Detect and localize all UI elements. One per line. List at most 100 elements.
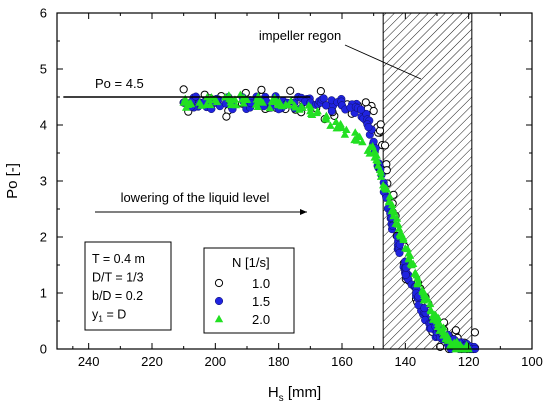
x-axis-label-subscript: s: [279, 393, 284, 404]
y-tick-label-4: 4: [40, 118, 47, 133]
point-1.5: [420, 304, 429, 313]
point-2.0: [181, 94, 190, 102]
point-2.0: [307, 110, 317, 119]
legend-marker-2.0: [214, 314, 224, 323]
parameters-box: T = 0.4 m D/T = 1/3 b/D = 0.2 y1 = D: [84, 241, 172, 331]
param-diameter-ratio: D/T = 1/3: [92, 271, 144, 285]
point-2.0: [433, 319, 443, 327]
point-1.5: [401, 270, 410, 279]
point-1.0: [257, 85, 266, 94]
point-2.0: [297, 102, 306, 110]
point-2.0: [363, 146, 373, 154]
point-2.0: [388, 205, 398, 214]
point-1.0: [179, 85, 188, 94]
point-2.0: [358, 137, 367, 146]
point-2.0: [385, 192, 394, 200]
point-2.0: [306, 103, 315, 111]
point-1.0: [380, 141, 390, 150]
point-2.0: [372, 151, 381, 159]
legend-title: N [1/s]: [232, 255, 270, 270]
point-2.0: [230, 95, 240, 103]
point-2.0: [387, 200, 397, 209]
x-axis-label-main: H: [268, 384, 279, 401]
x-axis-label-unit: [mm]: [284, 384, 322, 401]
point-2.0: [267, 97, 277, 105]
point-2.0: [322, 111, 331, 120]
point-2.0: [206, 100, 215, 109]
point-2.0: [231, 100, 241, 109]
param-tank-diameter: T = 0.4 m: [92, 252, 145, 266]
impeller-region-pointer: [344, 44, 422, 80]
point-2.0: [408, 259, 418, 268]
x-axis-label: Hs [mm]: [268, 384, 321, 404]
point-2.0: [275, 97, 284, 106]
y-tick-label-1: 1: [40, 286, 47, 301]
point-1.0: [222, 112, 231, 121]
point-1.5: [319, 94, 328, 103]
legend-label-2.0: 2.0: [252, 312, 270, 327]
param-blade-ratio: b/D = 0.2: [92, 289, 143, 303]
x-tick-label-240: 240: [78, 354, 100, 369]
legend-marker-1.0: [214, 278, 224, 288]
param-clearance-subscript: 1: [98, 314, 103, 324]
y-tick-label-2: 2: [40, 230, 47, 245]
point-2.0: [389, 211, 398, 220]
x-tick-label-100: 100: [521, 354, 543, 369]
y-tick-label-5: 5: [40, 62, 47, 77]
series-layer: [179, 85, 480, 354]
y-axis-label: Po [-]: [4, 163, 21, 199]
point-2.0: [284, 100, 293, 109]
point-1.0: [316, 87, 325, 96]
point-1.5: [356, 105, 366, 114]
legend-marker-1.5: [214, 296, 224, 306]
point-2.0-190: [242, 95, 252, 103]
point-2.0: [412, 270, 421, 279]
point-2.0: [312, 108, 321, 117]
y-tick-label-3: 3: [40, 174, 47, 189]
x-tick-label-120: 120: [458, 354, 480, 369]
point-2.0-142: [394, 224, 404, 232]
axis-layer: 240 220 200 180 160 140 120 100 0 1 2 3 4 5 6: [40, 6, 543, 370]
point-2.0: [331, 117, 341, 125]
y-tick-label-6: 6: [40, 6, 47, 21]
point-1.0: [470, 328, 480, 337]
point-2.0: [251, 100, 261, 108]
parameters-frame: [84, 241, 172, 331]
point-2.0: [265, 103, 274, 112]
point-2.0: [382, 184, 391, 193]
point-2.0: [403, 244, 412, 253]
point-2.0: [355, 132, 364, 141]
x-tick-label-180: 180: [268, 354, 290, 369]
point-1.0: [451, 326, 461, 335]
point-2.0: [376, 168, 386, 176]
point-2.0: [183, 100, 193, 109]
point-2.0: [342, 125, 351, 134]
point-2.0: [425, 299, 435, 308]
point-1.0: [376, 120, 385, 129]
po-reference-label: Po = 4.5: [95, 76, 144, 91]
point-1.5: [364, 123, 373, 132]
point-2.0: [212, 97, 222, 106]
impeller-region-label: impeller regon: [259, 28, 341, 43]
point-2.0: [420, 294, 430, 303]
point-2.0: [426, 306, 436, 315]
x-tick-label-220: 220: [141, 354, 163, 369]
point-2.0: [376, 172, 386, 180]
point-1.0-150: [369, 106, 378, 116]
point-1.0: [361, 98, 370, 107]
point-2.0-185: [258, 98, 268, 106]
legend-label-1.5: 1.5: [252, 294, 270, 309]
legend-items: 1.0 1.5 2.0: [214, 276, 270, 327]
x-tick-label-140: 140: [394, 354, 416, 369]
point-2.0: [340, 130, 350, 138]
x-tick-label-160: 160: [331, 354, 353, 369]
legend-label-1.0: 1.0: [252, 276, 270, 291]
point-2.0: [433, 313, 443, 322]
x-tick-label-200: 200: [204, 354, 226, 369]
param-clearance: y1 = D: [92, 308, 126, 324]
point-2.0: [439, 323, 448, 331]
point-2.0: [414, 277, 423, 285]
point-1.5: [327, 107, 336, 116]
legend: N [1/s] 1.0 1.5 2.0: [203, 247, 295, 334]
